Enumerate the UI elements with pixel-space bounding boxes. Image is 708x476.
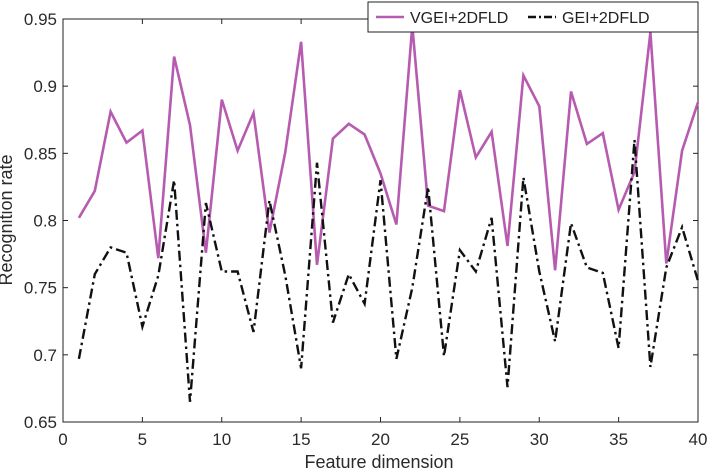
- x-tick-label: 10: [212, 430, 231, 449]
- x-axis-title: Feature dimension: [304, 452, 453, 472]
- legend: VGEI+2DFLD GEI+2DFLD: [367, 1, 699, 33]
- plot-area: [62, 18, 700, 423]
- x-tick-label: 30: [530, 430, 549, 449]
- y-tick-label: 0.65: [24, 413, 57, 432]
- plot-frame: [62, 18, 699, 423]
- x-tick-label: 25: [450, 430, 469, 449]
- y-tick-label: 0.75: [24, 279, 57, 298]
- x-tick-label: 5: [138, 430, 147, 449]
- y-tick-label: 0.95: [24, 10, 57, 29]
- x-tick-label: 0: [58, 430, 67, 449]
- series-line-vgei: [77, 25, 700, 271]
- x-tick-label: 15: [292, 430, 311, 449]
- y-tick-label: 0.8: [33, 212, 57, 231]
- x-tick-label: 20: [371, 430, 390, 449]
- y-axis-title: Recognition rate: [0, 154, 16, 285]
- legend-label: GEI+2DFLD: [562, 10, 650, 27]
- y-tick-label: 0.9: [33, 77, 57, 96]
- series-line-gei: [77, 139, 700, 402]
- x-axis: 0 5 10 15 20 25 30 35 40: [58, 19, 707, 449]
- x-tick-label: 35: [609, 430, 628, 449]
- y-tick-label: 0.85: [24, 144, 57, 163]
- y-axis: 0.65 0.7 0.75 0.8 0.85 0.9 0.95: [24, 10, 698, 432]
- legend-label: VGEI+2DFLD: [410, 10, 508, 27]
- x-tick-label: 40: [689, 430, 708, 449]
- y-tick-label: 0.7: [33, 346, 57, 365]
